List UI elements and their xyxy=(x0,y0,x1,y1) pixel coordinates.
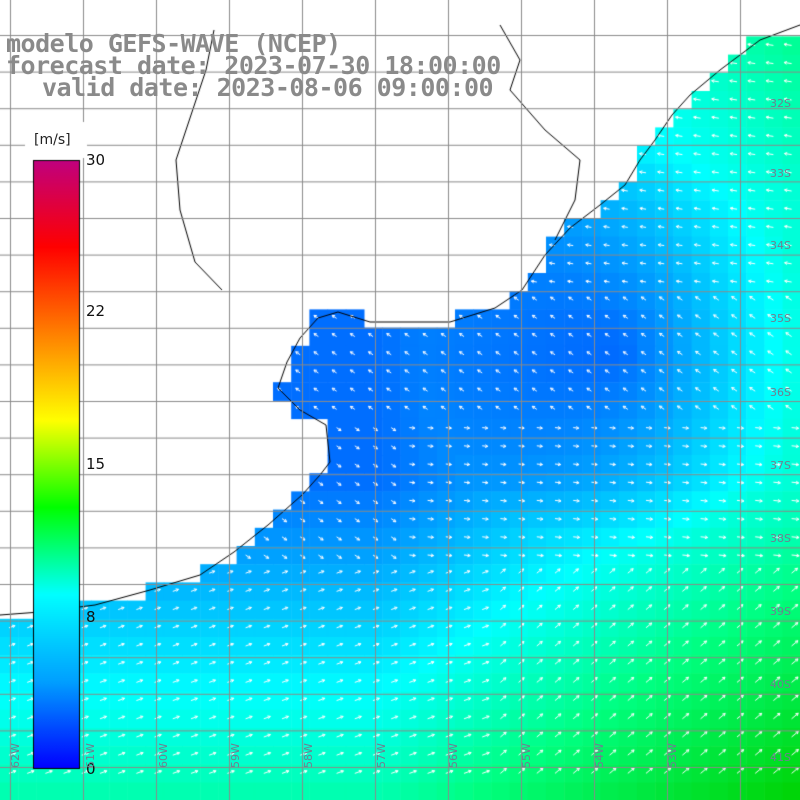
colorbar-units: [m/s] xyxy=(34,132,71,148)
lon-label-53w: 53W xyxy=(666,743,679,768)
lat-label-32s: 32S xyxy=(770,97,791,110)
lat-label-39s: 39S xyxy=(770,605,791,618)
lon-label-55w: 55W xyxy=(520,743,533,768)
lat-label-38s: 38S xyxy=(770,532,791,545)
colorbar-tick-max: 30 xyxy=(86,151,106,169)
colorbar-tick-8: 8 xyxy=(86,608,96,626)
lat-label-41s: 41S xyxy=(770,751,791,764)
lon-label-60w: 60W xyxy=(157,743,170,768)
colorbar-tick-22: 22 xyxy=(86,302,106,320)
lat-label-33s: 33S xyxy=(770,167,791,180)
lon-label-57w: 57W xyxy=(375,743,388,768)
lat-label-37s: 37S xyxy=(770,459,791,472)
lat-label-36s: 36S xyxy=(770,386,791,399)
lon-label-59w: 59W xyxy=(229,743,242,768)
forecast-date: forecast date: 2023-07-30 18:00:00 xyxy=(6,51,501,80)
lat-label-35s: 35S xyxy=(770,312,791,325)
lon-label-54w: 54W xyxy=(593,743,606,768)
lat-label-34s: 34S xyxy=(770,239,791,252)
valid-date: valid date: 2023-08-06 09:00:00 xyxy=(42,73,494,102)
lon-label-61w: 61W xyxy=(84,743,97,768)
colorbar-tick-15: 15 xyxy=(86,455,106,473)
colorbar-tick-min: 0 xyxy=(86,760,96,778)
lat-label-40s: 40S xyxy=(770,678,791,691)
lon-label-56w: 56W xyxy=(447,743,460,768)
lon-label-58w: 58W xyxy=(302,743,315,768)
lon-label-62w: 62W xyxy=(9,743,22,768)
model-title: modelo GEFS-WAVE (NCEP) xyxy=(6,29,341,58)
